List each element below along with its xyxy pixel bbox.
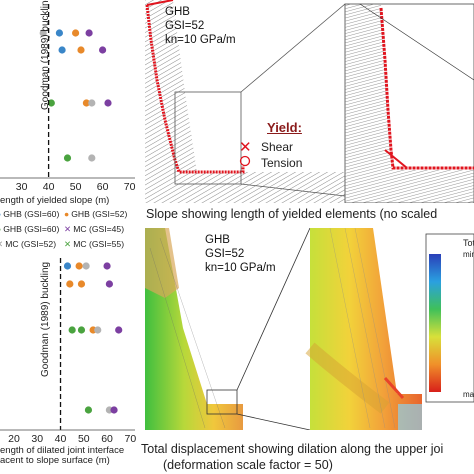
goodman-label: Goodman (1989) buckling	[40, 0, 51, 110]
legend-item: ● GHB (GSI=52)	[64, 209, 128, 219]
yield-title: Yield:	[267, 120, 302, 135]
colorbar-max: max	[463, 390, 474, 399]
model-gsi: GSI=52	[205, 247, 245, 260]
cross-icon: ✕	[64, 239, 72, 249]
data-point	[84, 406, 93, 414]
x-tick-label: 50	[77, 433, 90, 445]
x-tick-label: 30	[31, 433, 44, 445]
data-point	[88, 154, 96, 162]
x-tick-label: 60	[101, 433, 113, 445]
legend-item: ●GHB (GSI=60)	[0, 225, 59, 234]
x-tick-label: 30	[15, 181, 28, 193]
chart-yielded-slope	[0, 4, 135, 179]
data-point	[99, 46, 107, 54]
x-axis-label-line1: ength of dilated joint interface	[0, 445, 125, 456]
yield-model-panel: ✕ GHB GSI=52 kn=10 GPa/m Yield: Shear Te…	[145, 0, 474, 203]
x-axis-label: ength of dilated joint interface acent t…	[0, 445, 125, 467]
data-point	[75, 262, 83, 270]
model-type: GHB	[205, 234, 230, 246]
shear-label: Shear	[261, 140, 294, 154]
yield-model-graphic: ✕	[145, 0, 474, 203]
data-point	[77, 326, 86, 334]
colorbar-gradient	[429, 254, 441, 392]
legend-item: ✕ MC (GSI=45)	[64, 224, 125, 234]
x-tick-label: 40	[54, 433, 67, 445]
circle-icon: ●	[64, 209, 70, 219]
model-type: GHB	[165, 6, 190, 18]
legend-item: ✕MC (GSI=52)	[0, 240, 56, 249]
colorbar-title: Tota	[463, 238, 474, 248]
data-point	[39, 29, 47, 37]
x-tick-label: 40	[42, 181, 55, 193]
x-tick-label: 70	[124, 433, 137, 445]
data-point	[115, 326, 123, 334]
data-point	[58, 46, 66, 54]
x-axis-label-line2: acent to slope surface (m)	[0, 455, 110, 467]
x-tick-label: 70	[123, 181, 136, 193]
data-point	[47, 99, 55, 107]
colorbar-min: min	[463, 250, 474, 259]
top-model-text: GHB GSI=52 kn=10 GPa/m	[165, 6, 236, 47]
data-point	[82, 99, 90, 107]
data-point	[85, 29, 93, 37]
goodman-label: Goodman (1989) buckling	[40, 261, 51, 377]
data-point	[88, 99, 96, 107]
data-point	[110, 406, 118, 414]
data-point	[72, 29, 80, 37]
data-point	[77, 280, 86, 288]
bottom-model-text: GHB GSI=52 kn=10 GPa/m	[205, 234, 276, 275]
x-tick-label: 20	[8, 433, 20, 445]
x-axis-label: ength of yielded slope (m)	[0, 195, 110, 206]
tension-icon	[239, 155, 251, 167]
model-gsi: GSI=52	[165, 19, 205, 32]
data-point	[104, 99, 112, 107]
top-caption: Slope showing length of yielded elements…	[146, 207, 438, 221]
data-point	[82, 262, 90, 270]
data-point	[94, 326, 102, 334]
bottom-caption-line2: (deformation scale factor = 50)	[163, 458, 333, 472]
data-point	[55, 29, 64, 37]
circle-icon: ●	[0, 225, 1, 234]
displacement-model-graphic	[145, 228, 474, 430]
data-point	[77, 46, 85, 54]
model-kn: kn=10 GPa/m	[205, 261, 276, 274]
model-kn: kn=10 GPa/m	[165, 33, 236, 46]
bottom-caption-line1: Total displacement showing dilation alon…	[141, 442, 444, 456]
data-point	[63, 262, 72, 270]
legend-item: ●GHB (GSI=60)	[0, 210, 59, 219]
data-point	[63, 154, 72, 162]
data-point	[66, 280, 74, 288]
x-tick-label: 60	[96, 181, 109, 193]
data-point	[103, 262, 111, 270]
data-point	[68, 326, 76, 334]
circle-icon: ●	[0, 210, 1, 219]
displacement-model-panel: GHB GSI=52 kn=10 GPa/m Tota min max	[145, 228, 474, 430]
data-point	[105, 280, 113, 288]
shear-icon: ✕	[239, 139, 252, 156]
chart-dilated-joint	[0, 258, 135, 431]
cross-icon: ✕	[64, 224, 72, 234]
tension-label: Tension	[261, 156, 303, 170]
x-tick-label: 50	[69, 181, 82, 193]
cross-icon: ✕	[0, 240, 3, 249]
legend-item: ✕ MC (GSI=55)	[64, 239, 125, 249]
